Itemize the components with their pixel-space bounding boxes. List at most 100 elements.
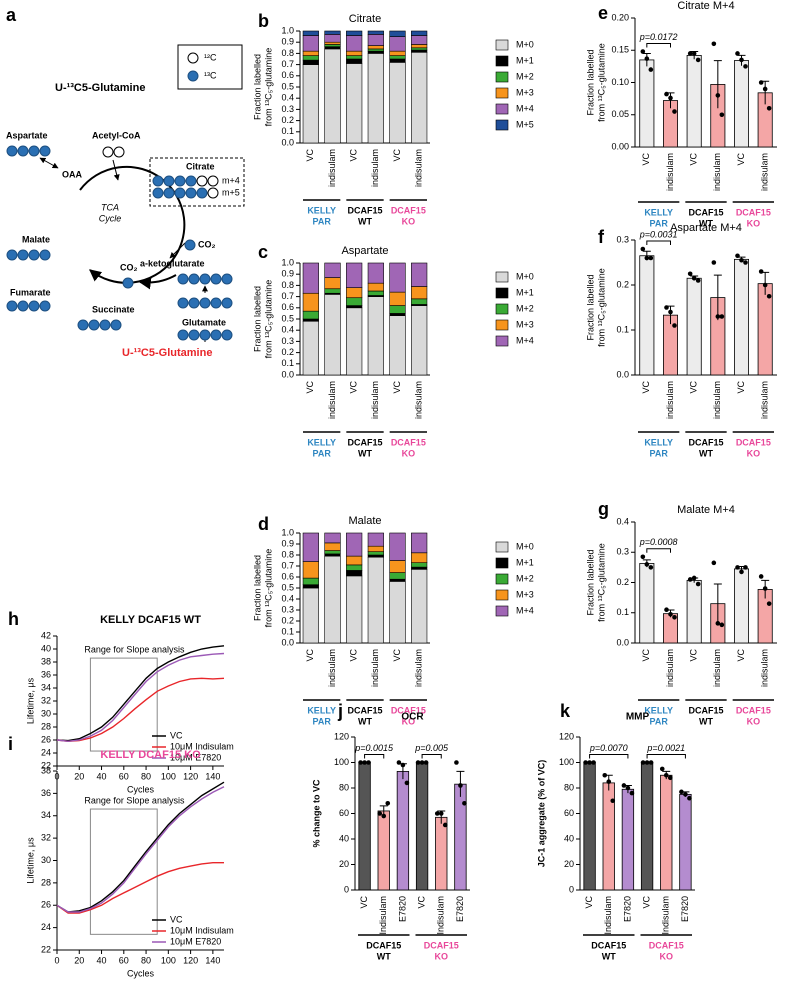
x-tick-label: VC [392,381,402,394]
data-point [735,565,740,570]
carbon-atom [174,187,186,199]
y-tick-label: 0.3 [281,604,294,614]
bar-segment [324,262,341,278]
carbon-atom [39,249,51,261]
x-tick-label: VC [736,153,746,166]
bar-segment [346,570,363,577]
group-label: KO [402,716,416,726]
y-tick-label: 0 [569,884,574,894]
data-point [663,772,669,778]
metabolite: Acetyl-CoA [92,130,141,140]
y-tick-label: 0.4 [281,593,294,603]
data-point [640,760,646,765]
x-tick-label: indisulam [665,381,675,419]
y-tick-label: 0.20 [611,12,629,22]
comparison-bracket [364,754,385,759]
legend-label: 10μM Indisulam [170,741,234,751]
group-label: WT [358,216,372,226]
data-point [648,67,654,72]
y-tick-label: 0.8 [281,280,294,290]
carbon-atom [188,329,200,341]
y-tick-label: 0.4 [616,516,629,526]
data-point [672,614,677,620]
data-point [419,760,425,765]
metabolite: CO₂ [198,239,216,249]
bar-segment [346,55,363,60]
group-label: KELLY [307,705,336,715]
line-series [56,645,225,742]
data-point [695,581,701,587]
y-axis-label: from ¹³C₅-glutamine [263,48,273,127]
x-tick-label: indisulam [665,153,675,191]
group-label: WT [699,716,713,726]
carbon-atom [199,273,211,285]
x-tick-label: VC [305,649,315,662]
bar-segment [324,41,341,45]
metabolite: Fumarate [10,287,51,297]
data-point [758,269,764,274]
carbon-atom [199,329,211,341]
legend-label: VC [170,914,183,924]
legend-swatch [495,605,509,617]
p-value: p=0.0008 [639,537,678,547]
bar [621,788,635,891]
isotopologue: m+4 [222,175,240,185]
y-tick-label: 26 [41,734,51,744]
x-tick-label: 80 [141,955,151,965]
y-tick-label: 0.8 [281,48,294,58]
bar-segment [302,55,319,61]
panel-label: a [6,5,17,25]
y-tick-label: 26 [41,900,51,910]
bar-segment [346,287,363,299]
carbon-atom [39,300,51,312]
data-point [668,309,673,315]
panel-label: k [560,701,571,721]
data-point [687,51,693,56]
carbon-atom [110,319,122,331]
y-tick-label: 0.0 [281,369,294,379]
bar-segment [324,550,341,555]
metabolite: Glutamate [182,317,226,327]
y-tick-label: 0.2 [281,615,294,625]
x-tick-label: 100 [161,955,176,965]
bar-segment [302,35,319,52]
x-tick-label: 140 [205,955,220,965]
bar-segment [411,35,428,45]
data-point [591,760,596,765]
data-point [691,51,697,56]
citrate-box [149,157,245,207]
y-tick-label: 60 [339,808,349,818]
legend-swatch [495,39,509,51]
data-point [766,293,772,299]
carbon-atom [17,249,29,261]
metabolite: Aspartate [6,130,48,140]
diagram-title: U-¹³C5-Glutamine [55,82,145,94]
group-label: WT [377,951,391,961]
x-tick-label: indisulam [760,381,770,419]
data-point [423,760,429,765]
data-point [644,56,650,61]
bar-segment [367,532,384,547]
legend-swatch [495,87,509,99]
data-point [606,779,612,784]
y-tick-label: 24 [41,922,51,932]
chart-title: Citrate M+4 [677,0,734,12]
y-tick-label: 0.3 [281,336,294,346]
x-tick-label: VC [584,896,594,909]
arrow [169,242,186,259]
data-point [715,314,721,319]
data-point [743,64,748,69]
legend-swatch [495,589,509,601]
panel-label: b [258,11,269,31]
bar-segment [411,552,428,563]
data-point [743,565,748,570]
bar-segment [324,555,341,644]
bar [454,783,467,891]
bar-segment [367,554,384,558]
metabolite: OAA [62,169,83,179]
comparison-bracket [646,754,686,759]
line-series [56,862,224,914]
bar-segment [389,262,406,293]
x-tick-label: VC [736,649,746,662]
bar-segment [302,262,319,294]
